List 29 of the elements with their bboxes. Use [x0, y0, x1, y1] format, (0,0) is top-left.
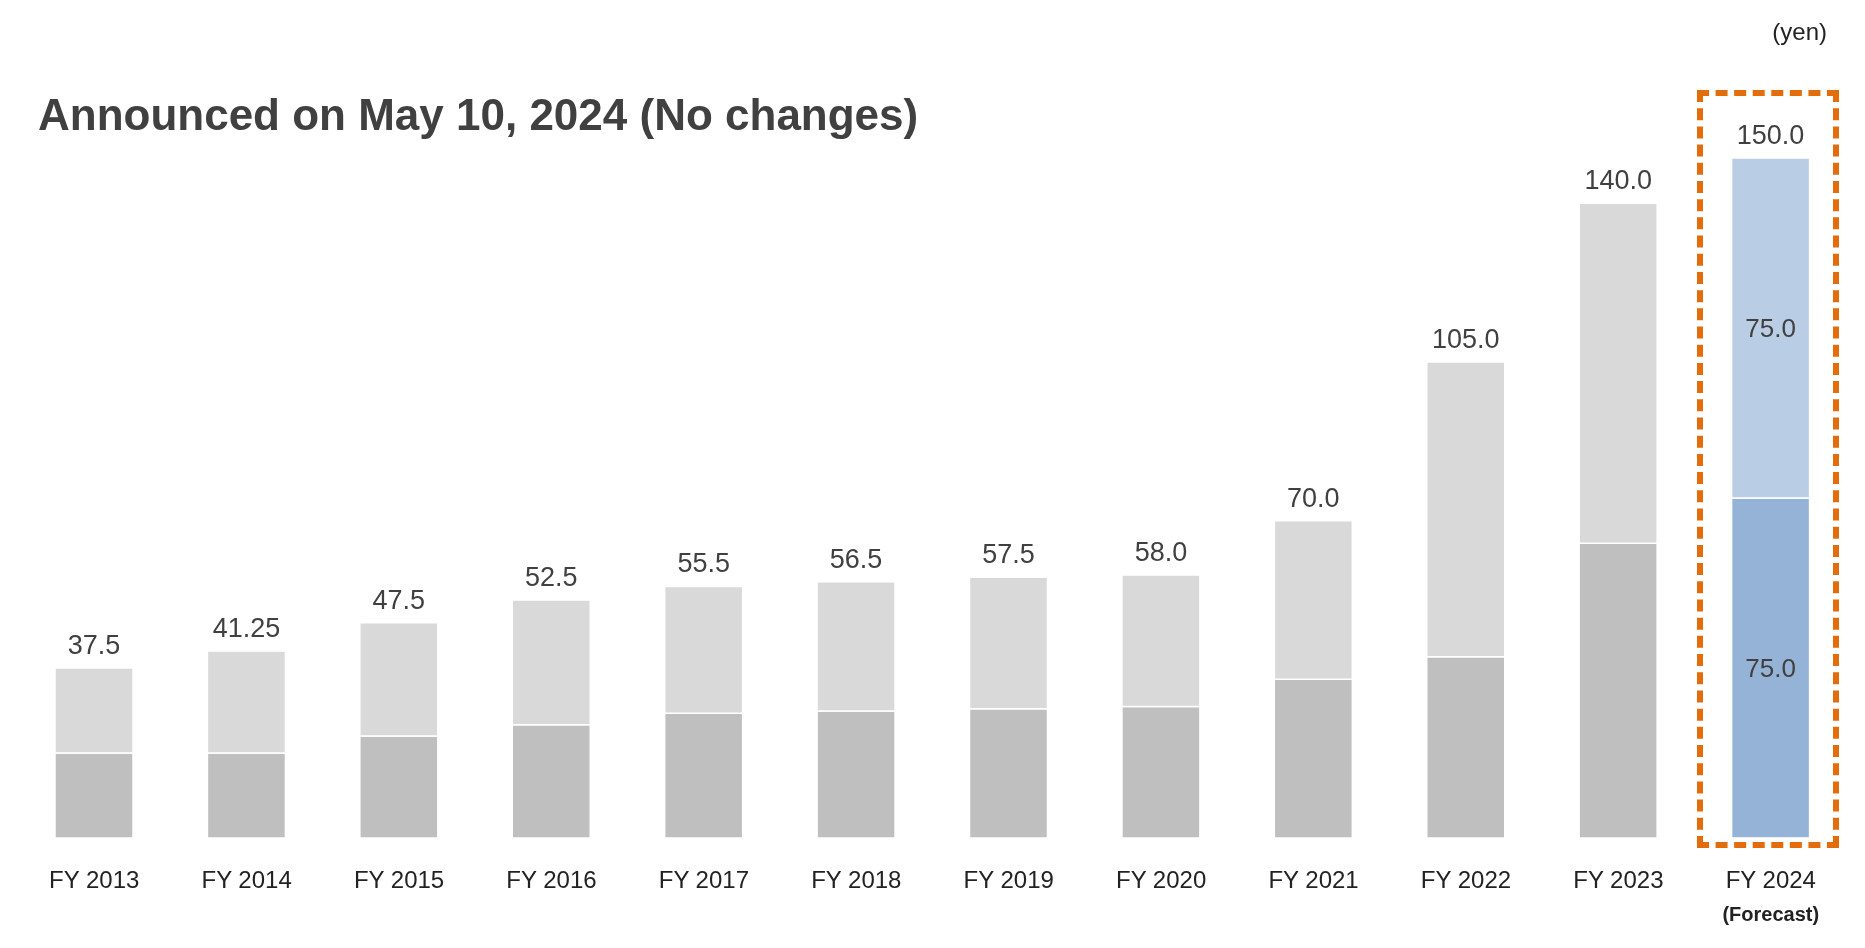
- total-label: 105.0: [1431, 324, 1500, 354]
- x-tick-label: FY 2014: [201, 866, 292, 894]
- x-tick-label: FY 2018: [811, 866, 902, 894]
- x-tick-label: FY 2021: [1268, 866, 1359, 894]
- total-label: 56.5: [829, 543, 883, 574]
- x-tick-label: FY 2024: [1725, 866, 1816, 894]
- total-label: 58.0: [1134, 537, 1188, 568]
- x-tick-label: FY 2016: [506, 866, 597, 894]
- x-tick-label: FY 2017: [658, 866, 750, 894]
- x-tick-label: FY 2023: [1573, 866, 1664, 894]
- total-label: 37.5: [67, 630, 121, 660]
- total-label: 47.5: [372, 584, 426, 615]
- x-tick-label: FY 2015: [353, 866, 445, 894]
- total-label: 150.0: [1736, 120, 1805, 150]
- data-label: 75.0: [1745, 313, 1796, 343]
- total-label: 57.5: [982, 539, 1035, 570]
- total-label: 140.0: [1584, 165, 1652, 196]
- x-tick-label: FY 2013: [49, 866, 140, 894]
- total-label: 52.5: [524, 562, 578, 592]
- text: (Forecast): [1721, 903, 1821, 926]
- data-label: 75.0: [1745, 653, 1796, 683]
- x-tick-label: FY 2020: [1115, 866, 1207, 894]
- total-label: 41.25: [212, 613, 281, 643]
- total-label: 55.5: [677, 548, 730, 579]
- total-label: 70.0: [1287, 482, 1340, 513]
- text: (yen): [1772, 18, 1827, 46]
- chart-title: Announced on May 10, 2024 (No changes): [38, 90, 919, 140]
- x-tick-label: FY 2019: [963, 866, 1054, 894]
- x-tick-label: FY 2022: [1420, 866, 1512, 894]
